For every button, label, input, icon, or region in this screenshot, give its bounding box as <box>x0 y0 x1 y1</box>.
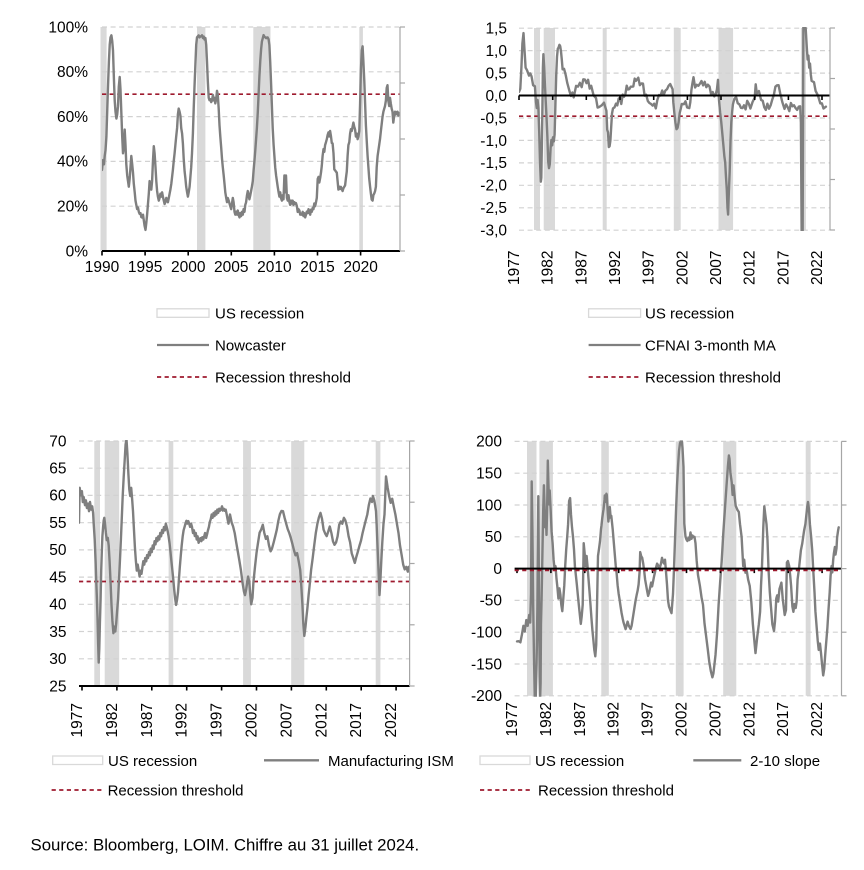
svg-text:2012: 2012 <box>741 702 758 736</box>
svg-text:1,0: 1,0 <box>485 43 507 60</box>
svg-text:40: 40 <box>49 597 67 614</box>
svg-text:2022: 2022 <box>809 702 826 736</box>
svg-text:80%: 80% <box>57 64 88 81</box>
svg-text:1977: 1977 <box>506 251 523 285</box>
svg-text:Recession threshold: Recession threshold <box>108 783 244 800</box>
svg-text:1987: 1987 <box>573 251 590 285</box>
svg-text:-50: -50 <box>480 593 503 610</box>
svg-text:US recession: US recession <box>108 753 197 770</box>
svg-text:2012: 2012 <box>313 703 330 737</box>
svg-text:2005: 2005 <box>214 259 248 276</box>
svg-text:1992: 1992 <box>607 251 624 285</box>
svg-text:0%: 0% <box>66 243 89 260</box>
svg-text:2007: 2007 <box>707 702 724 736</box>
svg-text:2017: 2017 <box>348 703 365 737</box>
svg-text:30: 30 <box>49 651 67 668</box>
svg-text:US recession: US recession <box>215 306 304 323</box>
svg-text:2007: 2007 <box>708 251 725 285</box>
svg-text:1997: 1997 <box>640 702 657 736</box>
svg-text:55: 55 <box>49 515 66 532</box>
svg-text:60%: 60% <box>57 109 88 126</box>
svg-text:2022: 2022 <box>809 251 826 285</box>
svg-text:US recession: US recession <box>535 753 624 770</box>
svg-text:2017: 2017 <box>775 702 792 736</box>
svg-text:-2,0: -2,0 <box>480 178 507 195</box>
svg-text:-3,0: -3,0 <box>480 223 507 240</box>
svg-text:1,5: 1,5 <box>485 21 507 38</box>
svg-text:-150: -150 <box>471 656 502 673</box>
svg-text:1987: 1987 <box>139 703 156 737</box>
svg-text:-2,5: -2,5 <box>480 200 507 217</box>
svg-text:25: 25 <box>49 678 66 695</box>
svg-text:1987: 1987 <box>572 702 589 736</box>
svg-text:2020: 2020 <box>343 259 378 276</box>
svg-text:1997: 1997 <box>641 251 658 285</box>
svg-text:-200: -200 <box>471 688 502 705</box>
svg-text:-1,5: -1,5 <box>480 155 507 172</box>
svg-text:70: 70 <box>49 433 67 450</box>
svg-text:Recession threshold: Recession threshold <box>215 370 351 387</box>
svg-text:1977: 1977 <box>69 703 86 737</box>
svg-text:1977: 1977 <box>504 702 521 736</box>
svg-text:1982: 1982 <box>540 251 557 285</box>
svg-text:1995: 1995 <box>128 259 162 276</box>
svg-text:200: 200 <box>476 434 502 451</box>
svg-text:CFNAI 3-month MA: CFNAI 3-month MA <box>645 338 776 355</box>
svg-text:Recession threshold: Recession threshold <box>645 370 781 387</box>
svg-text:0: 0 <box>493 561 502 578</box>
svg-text:Recession threshold: Recession threshold <box>538 783 674 800</box>
svg-text:0,0: 0,0 <box>485 88 507 105</box>
svg-text:50: 50 <box>49 542 67 559</box>
svg-text:35: 35 <box>49 624 66 641</box>
svg-text:20%: 20% <box>57 199 88 216</box>
svg-text:40%: 40% <box>57 154 88 171</box>
svg-text:1982: 1982 <box>538 702 555 736</box>
svg-text:2022: 2022 <box>383 703 400 737</box>
svg-text:2002: 2002 <box>674 251 691 285</box>
svg-text:60: 60 <box>49 488 67 505</box>
svg-text:150: 150 <box>476 466 502 483</box>
svg-text:2010: 2010 <box>257 259 292 276</box>
svg-text:1982: 1982 <box>104 703 121 737</box>
svg-text:2012: 2012 <box>742 251 759 285</box>
svg-text:-0,5: -0,5 <box>480 110 507 127</box>
svg-text:2007: 2007 <box>278 703 295 737</box>
svg-text:Nowcaster: Nowcaster <box>215 338 286 355</box>
svg-text:100%: 100% <box>48 19 88 36</box>
svg-text:1997: 1997 <box>209 703 226 737</box>
svg-text:0,5: 0,5 <box>485 65 507 82</box>
svg-text:65: 65 <box>49 461 66 478</box>
svg-text:2002: 2002 <box>244 703 261 737</box>
svg-text:1992: 1992 <box>174 703 191 737</box>
svg-text:-1,0: -1,0 <box>480 133 507 150</box>
svg-text:50: 50 <box>485 529 503 546</box>
svg-text:2017: 2017 <box>775 251 792 285</box>
svg-text:2015: 2015 <box>300 259 334 276</box>
svg-text:US recession: US recession <box>645 306 734 323</box>
svg-text:2-10 slope: 2-10 slope <box>750 753 820 770</box>
svg-text:2002: 2002 <box>674 702 691 736</box>
svg-text:45: 45 <box>49 569 66 586</box>
svg-text:1990: 1990 <box>85 259 120 276</box>
svg-text:1992: 1992 <box>606 702 623 736</box>
svg-text:Manufacturing ISM: Manufacturing ISM <box>328 753 454 770</box>
svg-text:Source: Bloomberg, LOIM. Chiff: Source: Bloomberg, LOIM. Chiffre au 31 j… <box>31 836 420 855</box>
svg-text:2000: 2000 <box>171 259 206 276</box>
svg-text:100: 100 <box>476 497 502 514</box>
svg-text:-100: -100 <box>471 625 502 642</box>
